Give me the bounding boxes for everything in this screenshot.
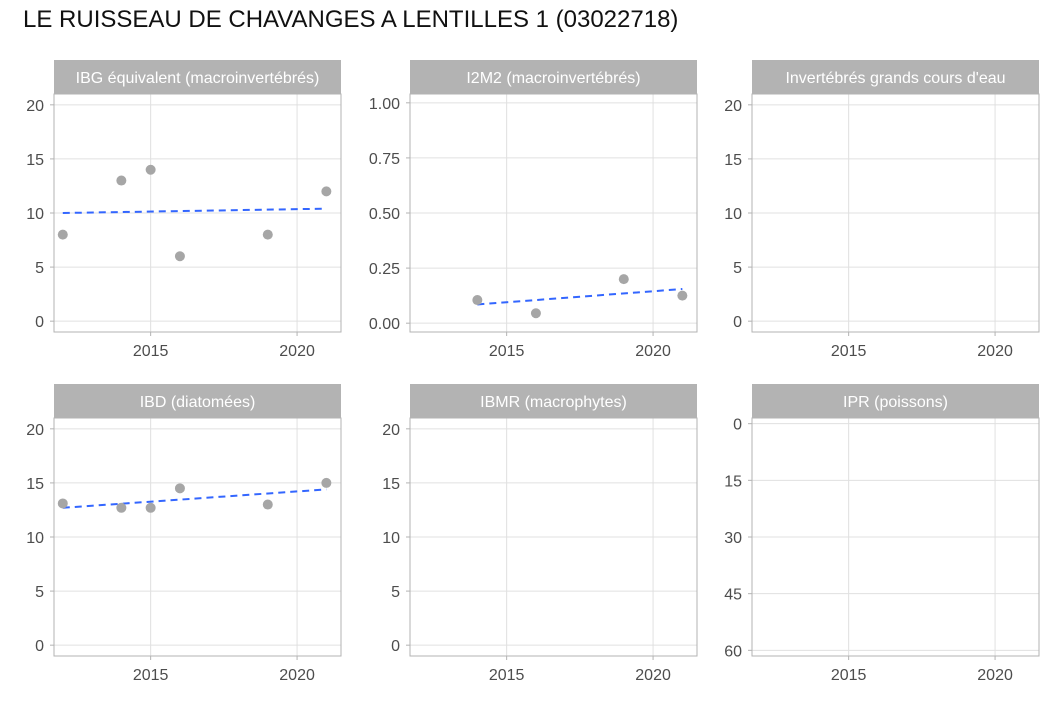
y-tick-label: 15 [724, 152, 742, 169]
data-point [321, 186, 332, 197]
x-tick-label: 2015 [831, 667, 867, 684]
facet-title: IBG équivalent (macroinvertébrés) [76, 70, 320, 87]
y-tick-label: 0 [733, 417, 742, 434]
data-point [262, 229, 273, 240]
facet-title: IPR (poissons) [843, 394, 948, 411]
y-tick-label: 15 [382, 476, 400, 493]
facet-strip [410, 384, 697, 418]
facet-strip [410, 60, 697, 94]
data-point [618, 274, 629, 285]
y-tick-label: 20 [724, 98, 742, 115]
y-tick-label: 5 [35, 260, 44, 277]
y-tick-label: 10 [26, 206, 44, 223]
data-point [57, 229, 68, 240]
data-point [174, 251, 185, 262]
y-tick-label: 0.75 [369, 151, 400, 168]
y-tick-label: 15 [724, 473, 742, 490]
data-point [530, 308, 541, 319]
y-tick-label: 10 [724, 206, 742, 223]
data-point [116, 175, 127, 186]
y-tick-label: 5 [35, 584, 44, 601]
data-point [321, 477, 332, 488]
y-tick-label: 0.25 [369, 261, 400, 278]
y-tick-label: 1.00 [369, 96, 400, 113]
trend-line [477, 288, 683, 306]
facet-title: Invertébrés grands cours d'eau [785, 70, 1005, 87]
y-tick-label: 20 [382, 422, 400, 439]
x-tick-label: 2020 [635, 667, 671, 684]
facet-title: I2M2 (macroinvertébrés) [466, 70, 640, 87]
facet-title: IBD (diatomées) [140, 394, 256, 411]
y-tick-label: 10 [26, 530, 44, 547]
facet-panel: Invertébrés grands cours d'eau0510152020… [724, 60, 1040, 360]
data-point [472, 295, 483, 306]
facet-panel: IBD (diatomées) 0 5 10 15 20 2015 2020 [26, 384, 342, 684]
data-point [145, 502, 156, 513]
facet-strip [752, 60, 1039, 94]
y-tick-label: 45 [724, 587, 742, 604]
y-tick-label: 30 [724, 530, 742, 547]
x-tick-label: 2020 [977, 667, 1013, 684]
x-tick-label: 2020 [977, 343, 1013, 360]
x-tick-label: 2015 [831, 343, 867, 360]
y-tick-label: 0.00 [369, 316, 400, 333]
data-point [677, 290, 688, 301]
facet-title: IBMR (macrophytes) [480, 394, 627, 411]
data-point [174, 483, 185, 494]
y-tick-label: 0.50 [369, 206, 400, 223]
y-tick-label: 0 [391, 638, 400, 655]
x-tick-label: 2020 [279, 343, 315, 360]
y-tick-label: 15 [26, 152, 44, 169]
trend-line [62, 207, 327, 214]
y-tick-label: 20 [26, 98, 44, 115]
y-tick-label: 20 [26, 422, 44, 439]
y-tick-label: 60 [724, 643, 742, 660]
y-tick-label: 15 [26, 476, 44, 493]
facet-panel: IBG équivalent (macroinvertébrés) 0 5 10 15 2… [26, 60, 342, 360]
x-tick-label: 2020 [635, 343, 671, 360]
y-tick-label: 0 [35, 638, 44, 655]
x-tick-label: 2015 [133, 343, 169, 360]
y-tick-label: 5 [733, 260, 742, 277]
facet-strip [54, 384, 341, 418]
x-tick-label: 2015 [489, 343, 525, 360]
y-tick-label: 0 [35, 314, 44, 331]
data-point [262, 499, 273, 510]
facet-strip [54, 60, 341, 94]
x-tick-label: 2020 [279, 667, 315, 684]
facet-panel: IPR (poissons) 0 15 30 45 60 2015 2020 [724, 384, 1040, 684]
facet-panel: IBMR (macrophytes) 0 5 10 15 20 2015 2020 [382, 384, 698, 684]
data-point [145, 164, 156, 175]
page-title: LE RUISSEAU DE CHAVANGES A LENTILLES 1 (… [23, 6, 679, 33]
trend-line [62, 488, 327, 509]
y-tick-label: 5 [391, 584, 400, 601]
x-tick-label: 2015 [489, 667, 525, 684]
facet-strip [752, 384, 1039, 418]
y-tick-label: 10 [382, 530, 400, 547]
x-tick-label: 2015 [133, 667, 169, 684]
y-tick-label: 0 [733, 314, 742, 331]
facet-panel: I2M2 (macroinvertébrés) 0.00 0.25 0.50 0.75 1… [369, 60, 698, 360]
data-point [116, 502, 127, 513]
data-point [57, 498, 68, 509]
